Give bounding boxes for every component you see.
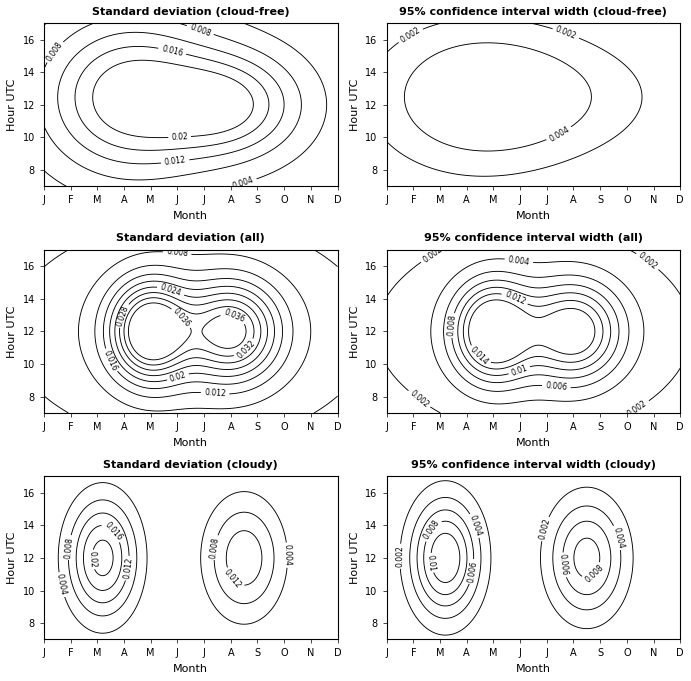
Text: 0.012: 0.012	[503, 289, 527, 306]
Text: 0.004: 0.004	[283, 544, 292, 566]
Text: 0.036: 0.036	[223, 307, 247, 324]
X-axis label: Month: Month	[173, 664, 208, 674]
Text: 0.002: 0.002	[399, 26, 422, 45]
Text: 0.002: 0.002	[421, 244, 444, 264]
Text: 0.008: 0.008	[209, 536, 221, 559]
X-axis label: Month: Month	[516, 664, 551, 674]
Text: 0.002: 0.002	[395, 545, 404, 567]
Text: 0.008: 0.008	[166, 247, 189, 259]
Text: 0.008: 0.008	[44, 40, 64, 63]
Y-axis label: Hour UTC: Hour UTC	[7, 532, 17, 584]
Title: Standard deviation (cloudy): Standard deviation (cloudy)	[104, 460, 278, 470]
Text: 0.002: 0.002	[408, 389, 430, 410]
Text: 0.012: 0.012	[122, 557, 134, 580]
Text: 0.004: 0.004	[55, 573, 68, 597]
Text: 0.004: 0.004	[231, 176, 255, 191]
X-axis label: Month: Month	[516, 437, 551, 447]
Text: 0.016: 0.016	[102, 349, 119, 372]
Text: 0.006: 0.006	[545, 381, 567, 392]
Text: 0.036: 0.036	[171, 306, 193, 329]
Title: 95% confidence interval width (cloudy): 95% confidence interval width (cloudy)	[411, 460, 656, 470]
Y-axis label: Hour UTC: Hour UTC	[7, 305, 17, 358]
X-axis label: Month: Month	[173, 211, 208, 221]
Text: 0.032: 0.032	[235, 338, 257, 360]
Text: 0.006: 0.006	[558, 554, 569, 576]
Text: 0.004: 0.004	[547, 125, 571, 143]
Text: 0.008: 0.008	[422, 518, 441, 541]
Text: 0.01: 0.01	[426, 554, 437, 572]
Text: 0.002: 0.002	[636, 251, 659, 272]
Text: 0.02: 0.02	[171, 132, 189, 142]
Text: 0.012: 0.012	[204, 388, 226, 399]
Text: 0.008: 0.008	[189, 22, 212, 38]
Text: 0.028: 0.028	[115, 304, 130, 327]
Text: 0.01: 0.01	[510, 363, 529, 377]
X-axis label: Month: Month	[173, 437, 208, 447]
Text: 0.002: 0.002	[538, 518, 551, 541]
Text: 0.004: 0.004	[507, 255, 531, 267]
Title: Standard deviation (all): Standard deviation (all)	[116, 234, 265, 244]
Text: 0.02: 0.02	[169, 370, 187, 383]
Text: 0.02: 0.02	[87, 551, 97, 568]
Text: 0.024: 0.024	[159, 283, 182, 298]
Text: 0.008: 0.008	[446, 314, 457, 336]
Text: 0.012: 0.012	[223, 568, 243, 590]
Text: 0.012: 0.012	[164, 156, 187, 168]
Text: 0.016: 0.016	[103, 520, 124, 542]
Text: 0.004: 0.004	[468, 514, 483, 537]
Y-axis label: Hour UTC: Hour UTC	[350, 305, 360, 358]
Title: 95% confidence interval width (all): 95% confidence interval width (all)	[424, 234, 643, 244]
Title: 95% confidence interval width (cloud-free): 95% confidence interval width (cloud-fre…	[399, 7, 668, 17]
Text: 0.014: 0.014	[468, 345, 490, 367]
Text: 0.006: 0.006	[466, 560, 479, 583]
Text: 0.004: 0.004	[611, 526, 625, 550]
Text: 0.002: 0.002	[554, 25, 578, 42]
Y-axis label: Hour UTC: Hour UTC	[7, 78, 17, 131]
Y-axis label: Hour UTC: Hour UTC	[350, 78, 360, 131]
Text: 0.008: 0.008	[584, 563, 605, 584]
Text: 0.016: 0.016	[160, 44, 184, 58]
X-axis label: Month: Month	[516, 211, 551, 221]
Title: Standard deviation (cloud-free): Standard deviation (cloud-free)	[92, 7, 290, 17]
Text: 0.008: 0.008	[64, 536, 75, 559]
Text: 0.002: 0.002	[626, 398, 649, 418]
Y-axis label: Hour UTC: Hour UTC	[350, 532, 360, 584]
